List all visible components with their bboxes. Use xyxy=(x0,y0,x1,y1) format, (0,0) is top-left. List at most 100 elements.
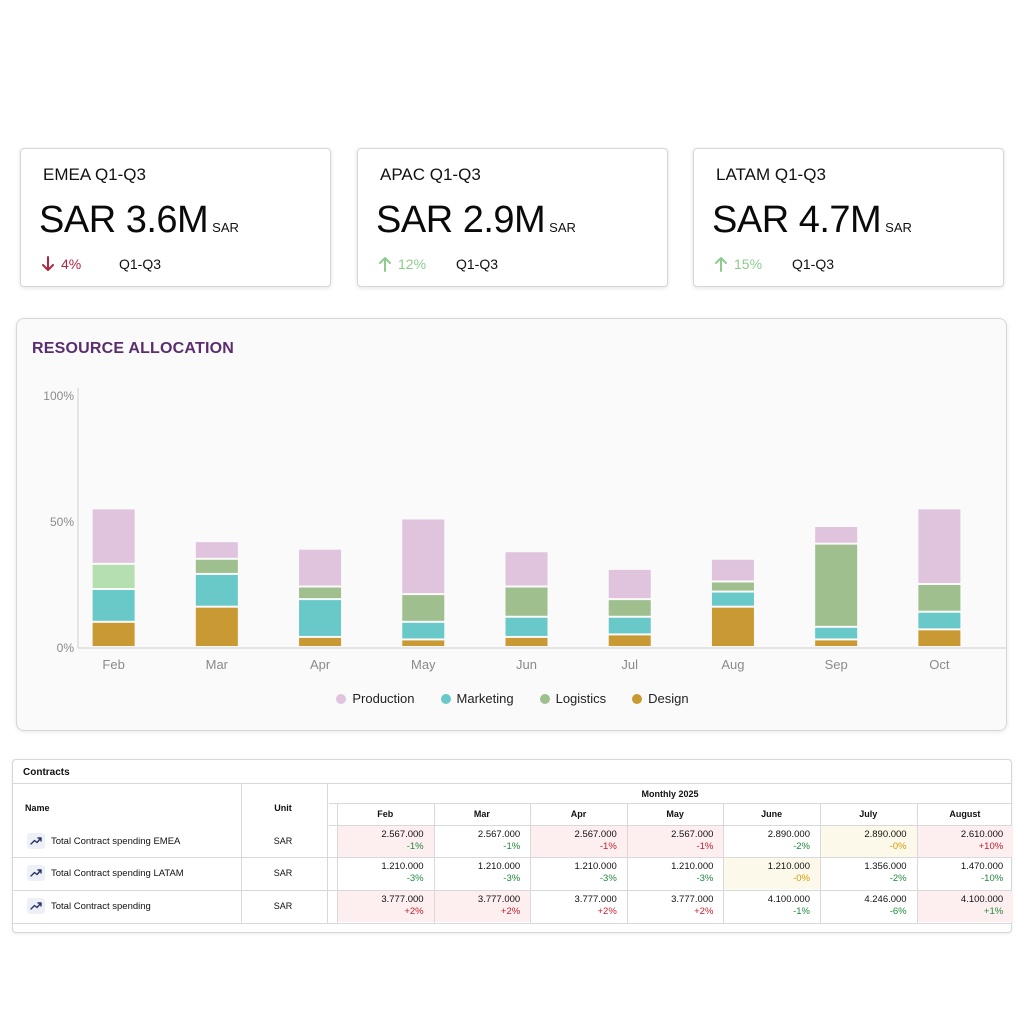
column-header-month: July xyxy=(859,809,878,819)
cell-value: 4.100.000 xyxy=(767,894,810,905)
table-cell: 2.567.000 -1% xyxy=(435,826,531,857)
kpi-period: Q1-Q3 xyxy=(119,256,162,272)
trend-icon xyxy=(27,833,45,849)
trend-icon xyxy=(27,898,45,914)
row-name: Total Contract spending LATAM xyxy=(51,868,184,879)
table-cell: 2.610.000 +10% xyxy=(917,826,1014,857)
column-divider xyxy=(327,783,328,923)
column-divider xyxy=(916,803,918,923)
bar-marketing-sep xyxy=(815,627,858,639)
bar-production-aug xyxy=(711,559,754,581)
kpi-period: Q1-Q3 xyxy=(456,256,499,272)
table-title: Contracts xyxy=(23,767,70,778)
bar-design-jul xyxy=(608,635,651,646)
cell-delta: -3% xyxy=(599,873,617,884)
cell-value: 3.777.000 xyxy=(477,894,521,905)
cell-delta: +1% xyxy=(983,906,1004,917)
cell-value: 1.210.000 xyxy=(574,861,617,872)
column-header-name: Name xyxy=(25,803,50,813)
table-cell: 2.890.000 -0% xyxy=(821,826,917,857)
kpi-change: 15% xyxy=(734,256,763,272)
table-cell: 3.777.000 +2% xyxy=(338,891,434,922)
column-divider xyxy=(626,803,628,923)
column-header-month: June xyxy=(761,809,783,819)
x-tick-label: Oct xyxy=(929,657,950,672)
bar-design-may xyxy=(402,640,445,646)
table-cell: 1.210.000 -3% xyxy=(531,858,627,889)
stacked-bar-chart: 0% 50% 100% Feb Mar Apr May Jun Jul Aug Sep Oct xyxy=(43,388,1007,672)
legend-item-logistics[interactable]: Logistics xyxy=(539,691,606,706)
row-name: Total Contract spending xyxy=(51,901,151,912)
bar-logistics-oct xyxy=(918,585,961,611)
bar-logistics-apr xyxy=(299,587,342,599)
kpi-unit: SAR xyxy=(212,220,239,235)
kpi-card-apac: APAC Q1-Q3 SAR 2.9M SAR 12% Q1-Q3 xyxy=(357,148,668,287)
row-unit: SAR xyxy=(273,901,293,911)
bar-logistics-feb xyxy=(92,564,135,589)
arrow-down-icon xyxy=(42,256,54,271)
kpi-card-latam: LATAM Q1-Q3 SAR 4.7M SAR 15% Q1-Q3 xyxy=(693,148,1004,287)
column-divider xyxy=(820,803,821,923)
column-header-unit: Unit xyxy=(274,803,292,813)
cell-delta: -3% xyxy=(503,873,521,884)
arrow-up-icon xyxy=(715,257,727,272)
table-cell: 4.100.000 +1% xyxy=(917,891,1014,922)
bar-logistics-aug xyxy=(711,582,754,591)
y-tick-label: 50% xyxy=(50,515,74,529)
legend-item-production[interactable]: Production xyxy=(336,691,415,706)
x-tick-label: Jul xyxy=(621,657,638,672)
column-header-month: August xyxy=(949,809,981,819)
kpi-value: SAR 4.7M xyxy=(712,199,882,241)
bar-production-mar xyxy=(195,542,238,558)
cell-delta: -1% xyxy=(599,841,617,852)
bar-marketing-jun xyxy=(505,617,548,636)
legend-swatch xyxy=(539,693,550,704)
kpi-unit: SAR xyxy=(885,220,912,235)
cell-value: 2.567.000 xyxy=(477,829,521,840)
cell-value: 1.470.000 xyxy=(960,861,1004,872)
cell-delta: +2% xyxy=(404,906,424,917)
bar-production-jun xyxy=(505,552,548,586)
table-cell: 3.777.000 +2% xyxy=(628,891,724,922)
cell-delta: -3% xyxy=(696,873,714,884)
column-divider xyxy=(433,803,435,923)
cell-delta: +10% xyxy=(978,841,1004,852)
legend-label: Production xyxy=(352,691,415,706)
chart-title: RESOURCE ALLOCATION xyxy=(32,340,235,357)
x-tick-label: Apr xyxy=(310,657,331,672)
legend-item-marketing[interactable]: Marketing xyxy=(440,691,514,706)
cell-delta: +2% xyxy=(500,906,521,917)
cell-delta: -1% xyxy=(793,906,810,917)
column-header-month: Apr xyxy=(570,809,587,819)
cell-value: 3.777.000 xyxy=(381,894,424,905)
kpi-value: SAR 3.6M xyxy=(39,199,209,241)
table-cell: 4.100.000 -1% xyxy=(724,891,820,922)
cell-value: 1.210.000 xyxy=(767,861,810,872)
bar-production-sep xyxy=(815,527,858,543)
column-divider xyxy=(723,803,725,923)
legend-swatch xyxy=(440,693,451,704)
table-cell: 4.246.000 -6% xyxy=(821,891,917,922)
bar-production-may xyxy=(402,519,445,594)
x-tick-label: Mar xyxy=(206,657,229,672)
cell-value: 2.567.000 xyxy=(574,829,617,840)
cell-value: 2.567.000 xyxy=(671,829,714,840)
table-cell: 3.777.000 +2% xyxy=(434,891,531,922)
cell-delta: -2% xyxy=(889,873,907,884)
table-cell: 1.210.000 -3% xyxy=(338,858,434,889)
resource-allocation-panel: RESOURCE ALLOCATION 0% 50% 100% Feb Mar Apr Ma… xyxy=(16,318,1007,731)
cell-delta: -2% xyxy=(793,841,810,852)
row-unit: SAR xyxy=(273,868,293,878)
row-divider xyxy=(329,803,1011,804)
bar-marketing-may xyxy=(402,622,445,639)
legend-swatch xyxy=(336,693,347,704)
cell-delta: -6% xyxy=(889,906,907,917)
bar-design-aug xyxy=(711,607,754,646)
legend-item-design[interactable]: Design xyxy=(632,691,689,706)
table-cell: 2.567.000 -1% xyxy=(627,826,724,857)
table-cell: 1.210.000 -3% xyxy=(628,858,724,889)
bar-design-oct xyxy=(918,630,961,646)
x-tick-label: Sep xyxy=(825,657,848,672)
bar-design-sep xyxy=(815,640,858,646)
contracts-table: Contracts Name Unit Monthly 2025 Feb Mar A… xyxy=(12,759,1014,933)
